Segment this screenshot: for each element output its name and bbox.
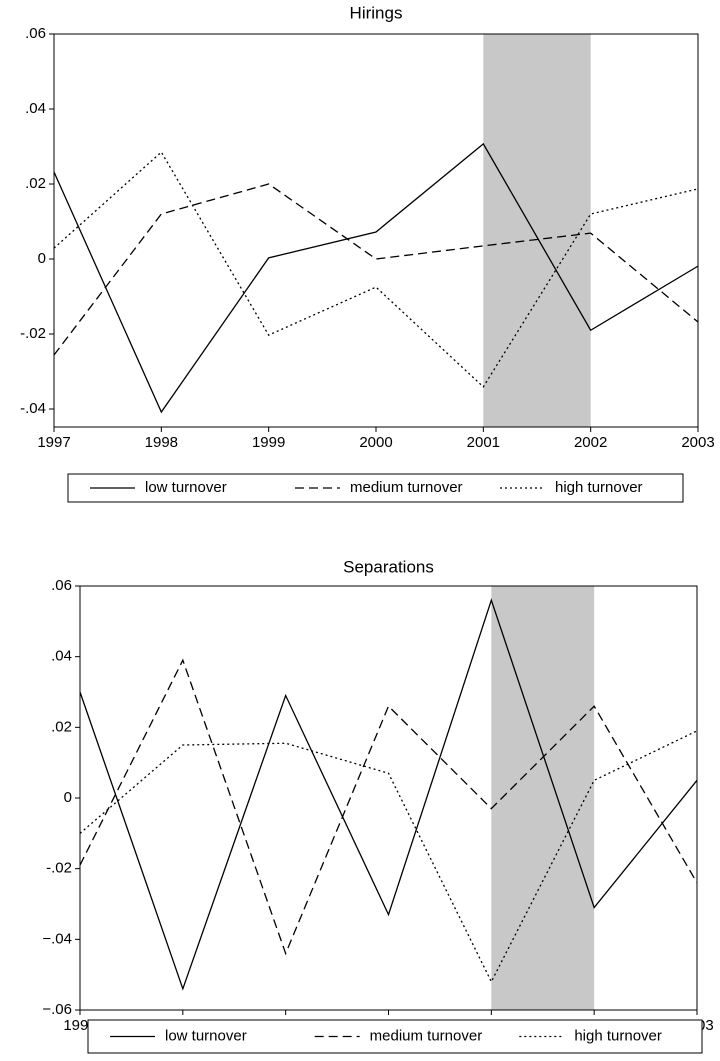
x-tick-label: 1999	[252, 434, 285, 451]
chart-title: Separations	[343, 557, 434, 576]
series-line	[53, 183, 699, 356]
plot-frame	[79, 585, 698, 1011]
legend-box	[87, 1019, 703, 1054]
legend-label: high turnover	[555, 479, 643, 496]
y-tick-label: .06	[51, 577, 72, 594]
y-tick-label: -.02	[46, 860, 72, 877]
y-tick-label: -.04	[20, 400, 46, 417]
y-tick-label: 0	[64, 789, 72, 806]
panel: Separations.06.04.020-.02−.04−.061997199…	[42, 557, 714, 1054]
x-tick-label: 2000	[359, 434, 392, 451]
series-line	[79, 730, 698, 984]
shaded-period	[491, 586, 595, 1010]
y-tick-label: −.06	[42, 1001, 72, 1018]
chart-title: Hirings	[350, 3, 403, 22]
y-tick-label: 0	[38, 250, 46, 267]
y-tick-label: .04	[51, 648, 72, 665]
y-tick-label: .06	[25, 25, 46, 42]
plot-frame	[53, 33, 699, 428]
shaded-period	[483, 34, 591, 427]
y-tick-label: −.04	[42, 930, 72, 947]
series-line	[53, 151, 699, 388]
x-tick-label: 2001	[467, 434, 500, 451]
x-tick-label: 1998	[145, 434, 178, 451]
y-tick-label: .04	[25, 100, 46, 117]
x-tick-label: 1997	[37, 434, 70, 451]
legend-label: low turnover	[145, 479, 227, 496]
legend-box	[67, 473, 684, 503]
legend-label: medium turnover	[370, 1027, 483, 1044]
series-line	[79, 598, 698, 991]
legend-label: medium turnover	[350, 479, 463, 496]
x-tick-label: 2002	[574, 434, 607, 451]
y-tick-label: -.02	[20, 325, 46, 342]
series-line	[79, 658, 698, 956]
x-tick-label: 2003	[681, 434, 714, 451]
legend-label: high turnover	[574, 1027, 662, 1044]
legend-label: low turnover	[165, 1027, 247, 1044]
panel: Hirings .06 .04 .02 0 -.02 -.04 1997 1998 1999 200…	[20, 3, 715, 503]
y-tick-label: .02	[25, 175, 46, 192]
y-tick-label: .02	[51, 718, 72, 735]
series-line	[53, 142, 699, 414]
